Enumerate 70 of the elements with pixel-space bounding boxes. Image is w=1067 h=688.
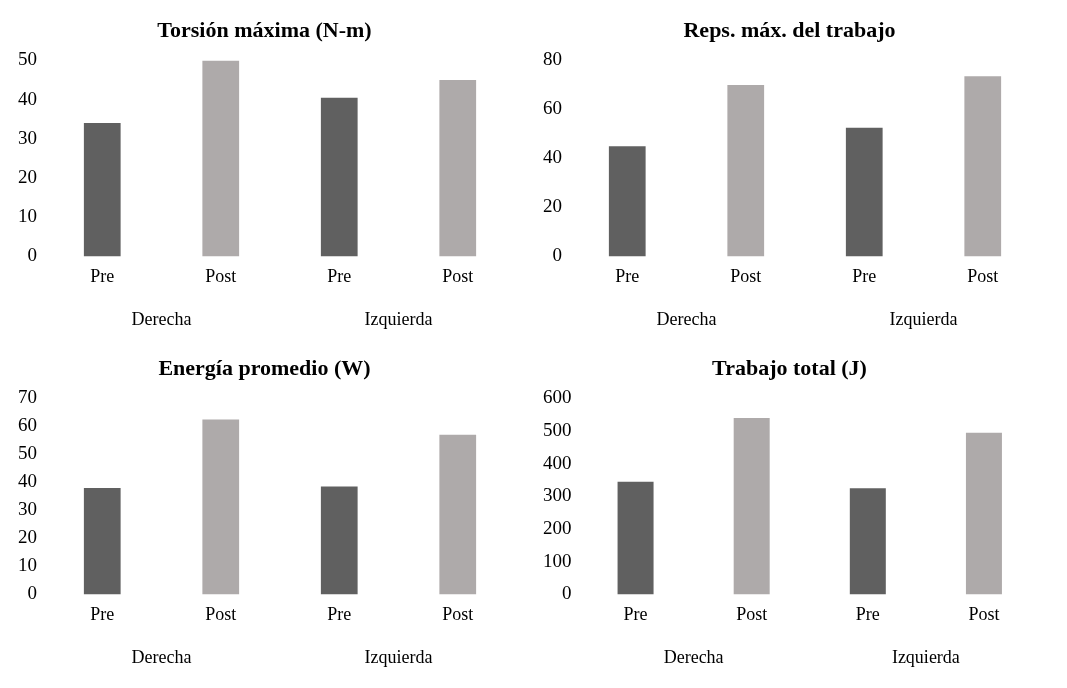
x-tick-label: Pre bbox=[327, 603, 352, 624]
y-tick-label: 50 bbox=[18, 442, 37, 464]
bar bbox=[202, 60, 240, 257]
y-tick-label: 70 bbox=[18, 386, 37, 408]
y-tick-label: 500 bbox=[543, 419, 572, 441]
x-tick-label: Post bbox=[736, 603, 768, 624]
x-tick-label: Pre bbox=[90, 603, 115, 624]
x-tick-label: Post bbox=[730, 265, 762, 286]
y-tick-label: 40 bbox=[18, 87, 37, 109]
bar bbox=[849, 488, 886, 595]
y-tick-label: 50 bbox=[18, 48, 37, 70]
y-tick-label: 0 bbox=[27, 582, 37, 604]
bar bbox=[320, 97, 358, 257]
y-tick-label: 20 bbox=[543, 195, 562, 217]
bar bbox=[733, 418, 770, 595]
y-tick-label: 60 bbox=[18, 414, 37, 436]
bar bbox=[320, 486, 358, 595]
x-tick-label: Pre bbox=[327, 265, 352, 286]
y-tick-label: 10 bbox=[18, 205, 37, 227]
y-tick-label: 40 bbox=[543, 146, 562, 168]
y-tick-label: 30 bbox=[18, 126, 37, 148]
bar bbox=[608, 146, 646, 257]
bar bbox=[202, 419, 240, 595]
y-tick-label: 100 bbox=[543, 549, 572, 571]
text: Derecha bbox=[656, 308, 717, 329]
y-tick-label: 30 bbox=[18, 498, 37, 520]
x-tick-label: Post bbox=[205, 265, 237, 286]
y-tick-label: 60 bbox=[543, 97, 562, 119]
text: Izquierda bbox=[364, 646, 433, 667]
y-tick-label: 40 bbox=[18, 470, 37, 492]
bar bbox=[83, 488, 121, 595]
text: Derecha bbox=[131, 308, 192, 329]
bar bbox=[439, 80, 477, 257]
chart-title: Trabajo total (J) bbox=[712, 354, 867, 380]
x-tick-label: Pre bbox=[90, 265, 115, 286]
text: Izquierda bbox=[364, 308, 433, 329]
y-tick-label: 300 bbox=[543, 484, 572, 506]
y-tick-label: 20 bbox=[18, 526, 37, 548]
bar bbox=[617, 481, 654, 595]
bar bbox=[845, 127, 883, 257]
text: Derecha bbox=[663, 646, 724, 667]
y-tick-label: 200 bbox=[543, 517, 572, 539]
bar bbox=[439, 434, 477, 595]
x-tick-label: Pre bbox=[623, 603, 648, 624]
bar bbox=[83, 123, 121, 257]
y-tick-label: 0 bbox=[552, 244, 562, 266]
bar bbox=[965, 432, 1002, 595]
x-tick-label: Post bbox=[442, 603, 474, 624]
x-tick-label: Post bbox=[442, 265, 474, 286]
x-tick-label: Post bbox=[967, 265, 999, 286]
x-tick-label: Pre bbox=[615, 265, 640, 286]
x-tick-label: Pre bbox=[852, 265, 877, 286]
y-tick-label: 600 bbox=[543, 386, 572, 408]
bar bbox=[964, 76, 1002, 257]
y-tick-label: 80 bbox=[543, 48, 562, 70]
y-tick-label: 10 bbox=[18, 554, 37, 576]
text: Izquierda bbox=[889, 308, 958, 329]
chart-title: Reps. máx. del trabajo bbox=[683, 16, 896, 42]
y-tick-label: 0 bbox=[562, 582, 572, 604]
y-tick-label: 400 bbox=[543, 451, 572, 473]
x-tick-label: Post bbox=[205, 603, 237, 624]
y-tick-label: 0 bbox=[27, 244, 37, 266]
bar bbox=[727, 84, 765, 257]
text: Izquierda bbox=[891, 646, 960, 667]
text: Derecha bbox=[131, 646, 192, 667]
chart-title: Energía promedio (W) bbox=[158, 354, 371, 380]
x-tick-label: Post bbox=[968, 603, 1000, 624]
chart-title: Torsión máxima (N-m) bbox=[157, 16, 372, 42]
y-tick-label: 20 bbox=[18, 165, 37, 187]
x-tick-label: Pre bbox=[855, 603, 880, 624]
